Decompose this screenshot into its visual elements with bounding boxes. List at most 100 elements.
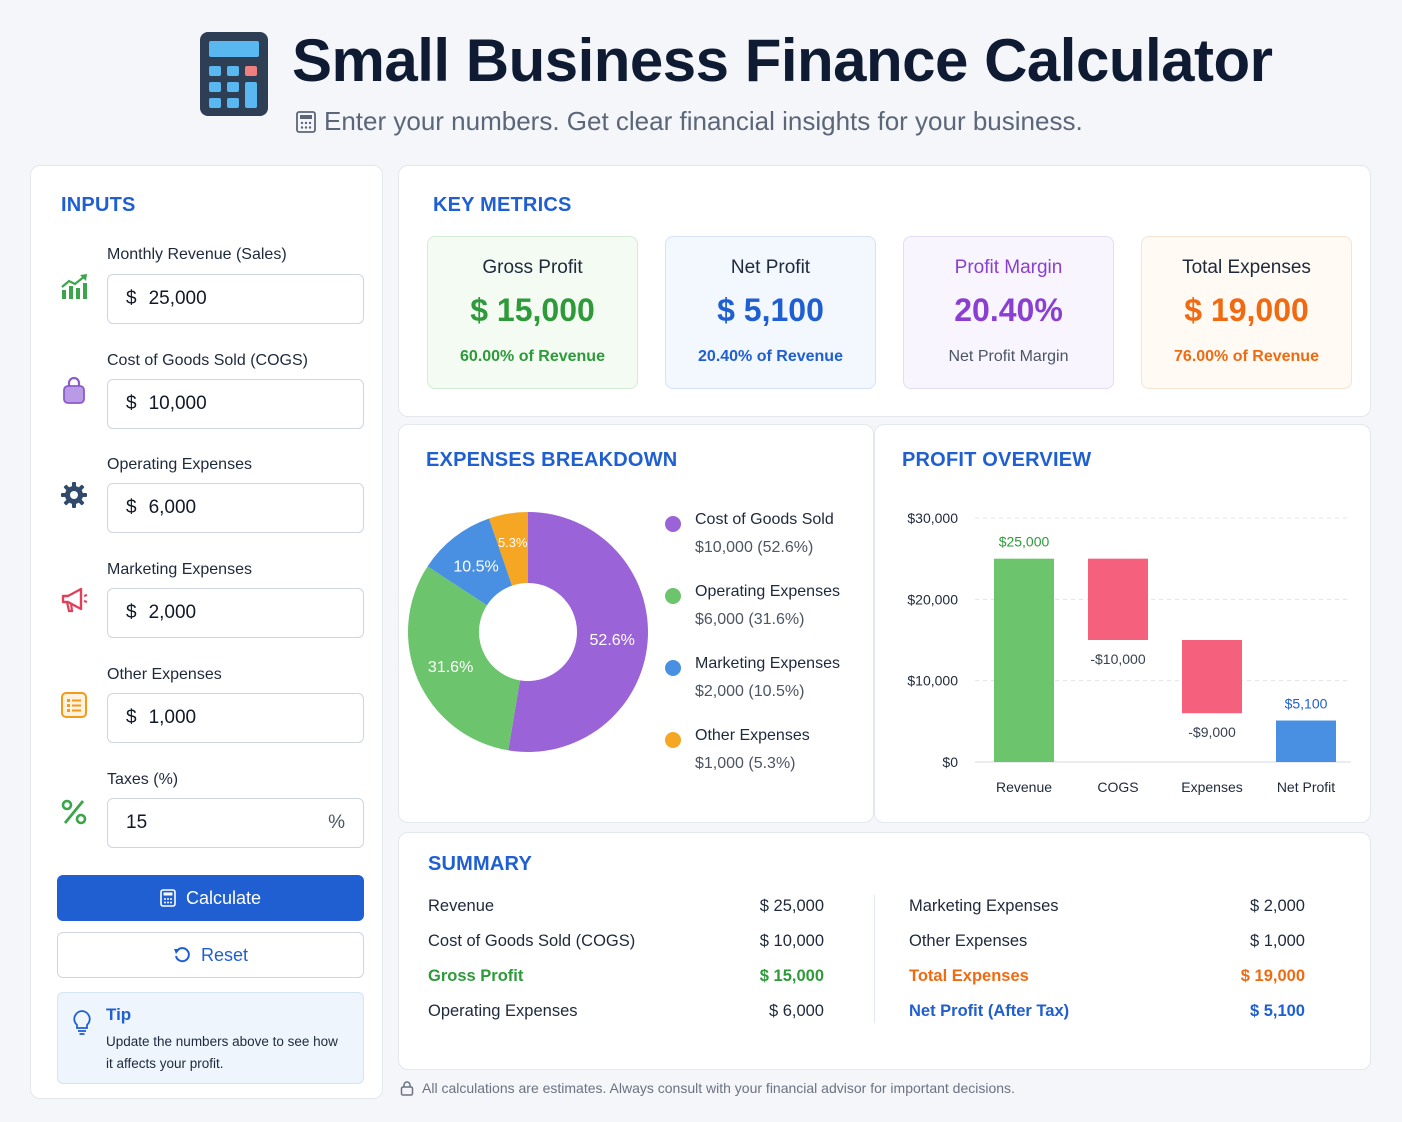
summary-value: $ 19,000 bbox=[1240, 967, 1305, 985]
marketing-value: 2,000 bbox=[148, 602, 197, 623]
calculate-label: Calculate bbox=[185, 887, 262, 908]
y-tick-label: $10,000 bbox=[907, 673, 958, 689]
reset-label: Reset bbox=[200, 944, 249, 965]
x-tick-label: Revenue bbox=[996, 779, 1052, 795]
marketing-input[interactable]: $ 2,000 bbox=[107, 588, 364, 638]
calculator-small-icon bbox=[296, 110, 316, 133]
metric-label: Net Profit bbox=[730, 257, 811, 278]
donut-slice bbox=[408, 566, 520, 751]
x-tick-label: COGS bbox=[1097, 779, 1138, 795]
footer-note: All calculations are estimates. Always c… bbox=[400, 1080, 1015, 1096]
profit-waterfall-chart: $0 $10,000 $20,000 $30,000 $25,000 Revenue -$1… bbox=[907, 510, 1351, 795]
calculate-button[interactable]: Calculate bbox=[57, 875, 364, 921]
marketing-label: Marketing Expenses bbox=[107, 561, 252, 578]
metric-value: $ 5,100 bbox=[717, 292, 824, 328]
metric-sub: 60.00% of Revenue bbox=[460, 348, 605, 365]
expenses-breakdown-title: EXPENSES BREAKDOWN bbox=[426, 449, 678, 471]
cogs-value: 10,000 bbox=[148, 393, 207, 414]
other-value: 1,000 bbox=[148, 707, 197, 728]
y-tick-label: $20,000 bbox=[907, 591, 958, 607]
taxes-label: Taxes (%) bbox=[107, 771, 179, 788]
inputs-title: INPUTS bbox=[61, 194, 136, 216]
currency-symbol: $ bbox=[126, 707, 137, 728]
revenue-input[interactable]: $ 25,000 bbox=[107, 274, 364, 324]
tip-title: Tip bbox=[106, 1005, 132, 1024]
summary-value: $ 1,000 bbox=[1249, 932, 1305, 950]
waterfall-bar bbox=[1088, 558, 1148, 640]
currency-symbol: $ bbox=[126, 497, 137, 518]
donut-slice bbox=[508, 512, 649, 752]
gear-icon bbox=[61, 482, 87, 508]
metric-label: Total Expenses bbox=[1182, 257, 1311, 278]
x-tick-label: Expenses bbox=[1181, 779, 1242, 795]
summary-value: $ 5,100 bbox=[1249, 1002, 1305, 1020]
page-subtitle: Enter your numbers. Get clear financial … bbox=[296, 106, 1083, 137]
y-tick-label: $30,000 bbox=[907, 510, 958, 526]
legend-value: $6,000 (31.6%) bbox=[695, 611, 805, 628]
bar-data-label: -$9,000 bbox=[1188, 724, 1236, 740]
summary-value: $ 15,000 bbox=[759, 967, 824, 985]
operating-input[interactable]: $ 6,000 bbox=[107, 483, 364, 533]
summary-label: Net Profit (After Tax) bbox=[909, 1002, 1070, 1020]
expenses-breakdown-panel: EXPENSES BREAKDOWN 52.6% 31.6% 10.5% 5.3% C… bbox=[398, 424, 874, 823]
summary-label: Other Expenses bbox=[909, 932, 1028, 950]
taxes-value: 15 bbox=[126, 812, 148, 833]
metric-net-profit: Net Profit $ 5,100 20.40% of Revenue bbox=[665, 236, 876, 389]
summary-divider bbox=[874, 895, 875, 1023]
other-input[interactable]: $ 1,000 bbox=[107, 693, 364, 743]
summary-value: $ 2,000 bbox=[1249, 897, 1305, 915]
chart-up-icon bbox=[61, 274, 87, 299]
lightbulb-icon bbox=[73, 1010, 91, 1035]
waterfall-bar bbox=[1276, 720, 1336, 762]
cogs-label: Cost of Goods Sold (COGS) bbox=[107, 352, 308, 369]
operating-label: Operating Expenses bbox=[107, 456, 252, 473]
subtitle-text: Enter your numbers. Get clear financial … bbox=[324, 106, 1083, 136]
summary-value: $ 25,000 bbox=[759, 897, 824, 915]
bag-icon bbox=[63, 376, 85, 404]
waterfall-bar bbox=[994, 558, 1054, 762]
cogs-input[interactable]: $ 10,000 bbox=[107, 379, 364, 429]
summary-label: Total Expenses bbox=[909, 967, 1029, 985]
legend-value: $10,000 (52.6%) bbox=[695, 539, 814, 556]
metric-sub: 20.40% of Revenue bbox=[698, 348, 843, 365]
key-metrics-title: KEY METRICS bbox=[433, 194, 572, 216]
currency-symbol: $ bbox=[126, 393, 137, 414]
x-tick-label: Net Profit bbox=[1277, 779, 1335, 795]
reset-button[interactable]: Reset bbox=[57, 932, 364, 978]
calculator-icon bbox=[200, 32, 268, 116]
percent-icon bbox=[61, 799, 87, 825]
legend-name: Marketing Expenses bbox=[695, 655, 840, 672]
summary-value: $ 10,000 bbox=[759, 932, 824, 950]
currency-symbol: $ bbox=[126, 288, 137, 309]
legend-dot bbox=[665, 588, 681, 604]
metric-sub: Net Profit Margin bbox=[948, 348, 1069, 365]
operating-value: 6,000 bbox=[148, 497, 197, 518]
metric-value: 20.40% bbox=[954, 292, 1063, 328]
megaphone-icon bbox=[61, 587, 88, 613]
legend-value: $2,000 (10.5%) bbox=[695, 683, 805, 700]
legend-dot bbox=[665, 732, 681, 748]
donut-slice bbox=[427, 518, 513, 606]
legend-value: $1,000 (5.3%) bbox=[695, 755, 796, 772]
legend-name: Operating Expenses bbox=[695, 583, 840, 600]
waterfall-bar bbox=[1182, 640, 1242, 714]
key-metrics-panel: KEY METRICS Gross Profit $ 15,000 60.00%… bbox=[398, 165, 1371, 417]
summary-label: Marketing Expenses bbox=[909, 897, 1059, 915]
metric-label: Gross Profit bbox=[482, 257, 583, 278]
summary-value: $ 6,000 bbox=[768, 1002, 824, 1020]
calculator-button-icon bbox=[160, 889, 176, 907]
reset-icon bbox=[173, 947, 190, 963]
metric-gross-profit: Gross Profit $ 15,000 60.00% of Revenue bbox=[427, 236, 638, 389]
summary-panel: SUMMARY Revenue $ 25,000 Cost of Goods Sol… bbox=[398, 832, 1371, 1070]
currency-symbol: $ bbox=[126, 602, 137, 623]
legend-name: Cost of Goods Sold bbox=[695, 511, 834, 528]
metric-label: Profit Margin bbox=[954, 257, 1063, 278]
lock-icon bbox=[400, 1081, 414, 1096]
expenses-donut-chart: 52.6% 31.6% 10.5%5.3% bbox=[408, 512, 649, 752]
donut-slice bbox=[489, 512, 528, 586]
taxes-input[interactable]: 15 % bbox=[107, 798, 364, 848]
metric-value: $ 19,000 bbox=[1184, 292, 1309, 328]
metric-profit-margin: Profit Margin 20.40% Net Profit Margin bbox=[903, 236, 1114, 389]
summary-label: Operating Expenses bbox=[428, 1002, 578, 1020]
bar-data-label: -$10,000 bbox=[1090, 651, 1145, 667]
